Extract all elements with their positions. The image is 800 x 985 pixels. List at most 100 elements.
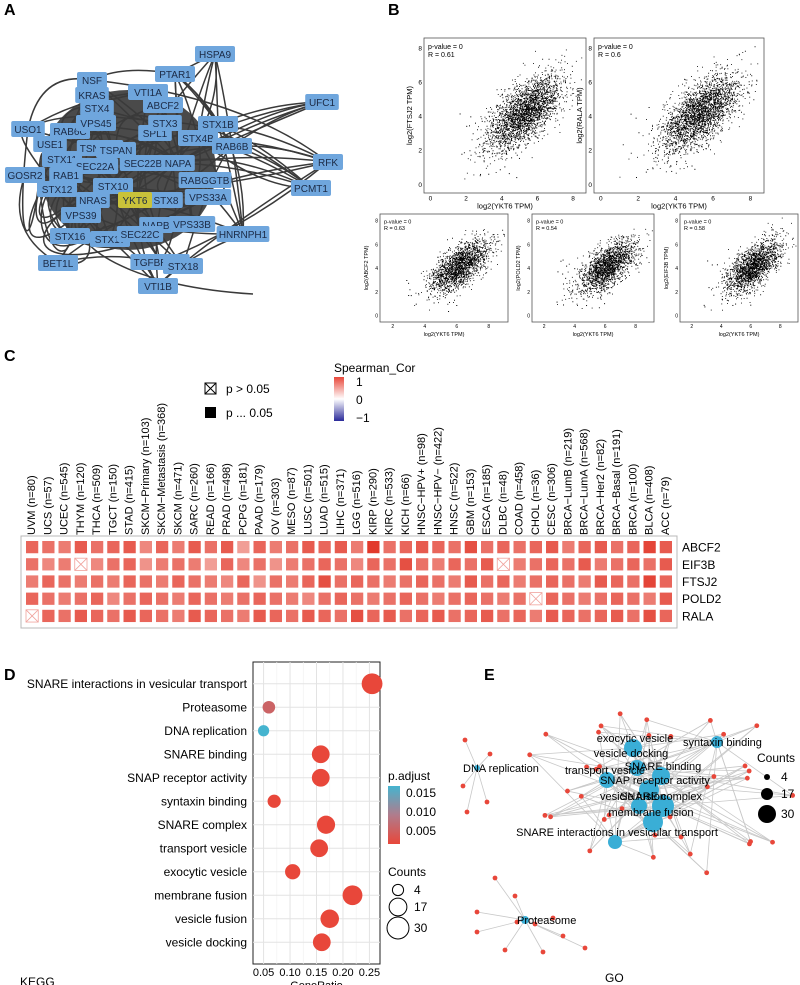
network-node: VPS33B xyxy=(168,216,216,232)
heatmap-cell xyxy=(481,592,494,605)
network-node: USO1 xyxy=(11,121,45,137)
go-gene-node xyxy=(543,731,549,737)
heatmap-cell xyxy=(123,609,136,623)
dotplot-point xyxy=(312,933,331,952)
heatmap-cell xyxy=(448,575,461,588)
heatmap-cell xyxy=(253,541,266,554)
go-term-node xyxy=(474,765,480,771)
dotplot-point xyxy=(285,864,301,880)
heatmap-cell xyxy=(107,558,120,571)
heatmap-cell xyxy=(74,592,87,605)
heatmap-row-label: RALA xyxy=(682,609,713,623)
x-tick-label: 6 xyxy=(604,324,607,330)
dotplot-term-label: SNARE complex xyxy=(158,818,247,832)
heatmap-cell xyxy=(123,541,136,554)
heatmap-cell xyxy=(237,558,250,571)
heatmap-cell xyxy=(448,592,461,605)
heatmap-cell xyxy=(448,609,461,623)
network-node-label: RAB6C xyxy=(53,127,86,138)
y-tick-label: 2 xyxy=(375,290,378,296)
go-gene-node xyxy=(598,723,604,729)
network-node: BET1L xyxy=(38,255,78,271)
y-tick-label: 2 xyxy=(675,290,678,296)
network-node: STX3 xyxy=(148,115,182,131)
dotplot-point xyxy=(316,815,336,834)
x-tick-label: 4 xyxy=(423,324,426,330)
heatmap-cell xyxy=(627,592,640,605)
heatmap-cell xyxy=(529,558,542,571)
heatmap-cell xyxy=(448,541,461,554)
heatmap-cell xyxy=(643,609,656,623)
heatmap-cell xyxy=(26,575,39,588)
heatmap-column-label: KICH (n=66) xyxy=(400,474,412,535)
heatmap-cell xyxy=(627,609,640,623)
x-tick-label: 6 xyxy=(536,196,540,203)
heatmap-cell xyxy=(302,558,315,571)
go-gene-node xyxy=(540,949,546,955)
go-term-node xyxy=(652,795,674,817)
network-node: HNRNPH1 xyxy=(216,226,270,242)
heatmap-cell xyxy=(611,592,624,605)
heatmap-cell xyxy=(643,541,656,554)
scatter-plot: p-value = 0R = 0.61 0 2 4 6 8 0 2 4 6 8 log2(YKT6 T… xyxy=(405,37,587,211)
go-counts-legend-title: Counts xyxy=(757,751,795,765)
heatmap-column-label: PAAD (n=179) xyxy=(254,465,266,535)
heatmap-cell xyxy=(204,609,217,623)
network-node-label: HSPA9 xyxy=(199,50,231,61)
go-gene-node xyxy=(742,763,748,769)
dotplot-term-label: vesicle docking xyxy=(166,935,247,949)
heatmap-cell xyxy=(513,558,526,571)
heatmap-column-label: BLCA (n=408) xyxy=(644,466,656,535)
network-node: STX8 xyxy=(149,192,183,208)
go-gene-node xyxy=(474,909,480,915)
network-node-label: SPL1 xyxy=(143,129,168,140)
heatmap-cell xyxy=(58,592,71,605)
heatmap-cell xyxy=(594,558,607,571)
heatmap-cell xyxy=(399,575,412,588)
heatmap-cell xyxy=(302,592,315,605)
network-node: PCMT1 xyxy=(291,180,331,196)
heatmap-cell xyxy=(253,558,266,571)
heatmap-cell xyxy=(481,541,494,554)
y-tick-label: 2 xyxy=(588,148,592,155)
heatmap-cell xyxy=(432,558,445,571)
padj-legend-title: p.adjust xyxy=(388,769,431,783)
go-gene-node xyxy=(744,775,750,781)
go-term-node xyxy=(639,780,659,800)
counts-legend-tick: 4 xyxy=(414,883,421,897)
heatmap-cell xyxy=(611,609,624,623)
heatmap-cell xyxy=(464,609,477,623)
network-node: STX1B xyxy=(198,116,238,132)
heatmap-column-label: SKCM−Primary (n=103) xyxy=(140,418,152,535)
heatmap-cell xyxy=(416,592,429,605)
go-gene-node xyxy=(593,766,599,772)
heatmap-cell xyxy=(351,575,364,588)
heatmap-cell xyxy=(562,558,575,571)
heatmap-cell xyxy=(481,609,494,623)
dotplot-xlabel: GeneRatio xyxy=(290,980,343,985)
heatmap-cell xyxy=(188,575,201,588)
panel-letter-c: C xyxy=(4,348,16,365)
dotplot-point xyxy=(311,768,330,787)
heatmap-column-label: BRCA−Basal (n=191) xyxy=(611,429,623,535)
heatmap-cell xyxy=(74,575,87,588)
heatmap-cell xyxy=(367,609,380,623)
y-tick-label: 6 xyxy=(527,242,530,248)
heatmap-cell xyxy=(188,609,201,623)
dotplot-point xyxy=(257,725,270,737)
go-gene-node xyxy=(652,832,658,838)
network-node-label: RABGGTB xyxy=(181,176,230,187)
heatmap-cell xyxy=(42,558,55,571)
heatmap-cell xyxy=(91,609,104,623)
y-tick-label: 0 xyxy=(375,314,378,320)
heatmap-cell xyxy=(253,575,266,588)
heatmap-cell xyxy=(659,609,672,623)
heatmap-column-label: UCS (n=57) xyxy=(42,477,54,535)
heatmap-cell xyxy=(286,592,299,605)
scatter-xlabel: log2(YKT6 TPM) xyxy=(719,332,760,338)
heatmap-cell xyxy=(481,558,494,571)
heatmap-cell xyxy=(562,541,575,554)
y-tick-label: 2 xyxy=(527,290,530,296)
heatmap-cell xyxy=(659,558,672,571)
kegg-go-dotplot: SNARE interactions in vesicular transpor… xyxy=(20,661,436,985)
